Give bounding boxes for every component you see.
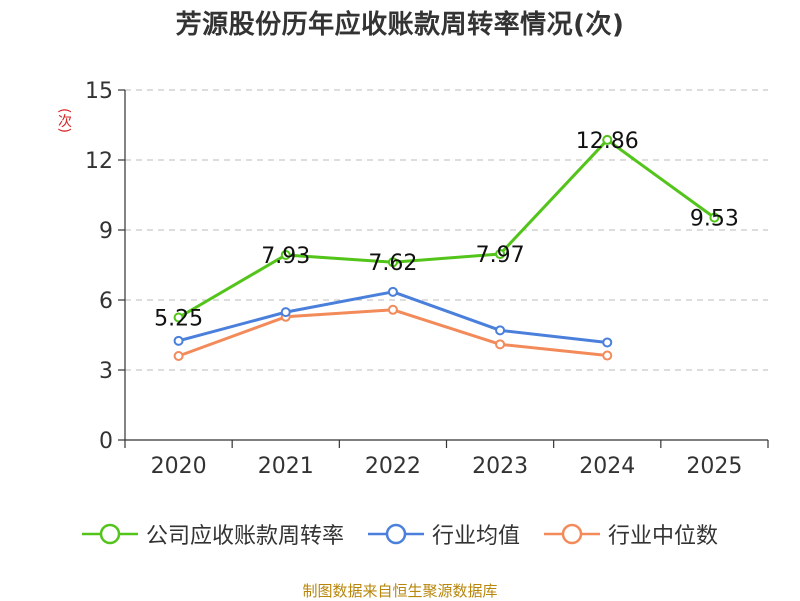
legend-label-company: 公司应收账款周转率 bbox=[145, 524, 344, 549]
data-label: 12.86 bbox=[576, 129, 639, 154]
data-source-note: 制图数据来自恒生聚源数据库 bbox=[302, 582, 498, 600]
data-label: 5.25 bbox=[154, 307, 203, 332]
y-tick-label: 3 bbox=[99, 359, 113, 384]
y-tick-label: 15 bbox=[85, 79, 113, 104]
data-point bbox=[280, 249, 291, 260]
x-tick-label: 2021 bbox=[258, 454, 314, 479]
legend-label-industry-mean: 行业均值 bbox=[431, 524, 520, 549]
x-tick-label: 2023 bbox=[472, 454, 528, 479]
series-1 bbox=[173, 286, 613, 348]
series-2 bbox=[173, 304, 613, 361]
series-line bbox=[177, 138, 716, 319]
line-chart: 0 3 6 9 12 15 2020 2021 2022 2023 2024 2025 5.25 7.93… bbox=[85, 79, 769, 479]
data-point bbox=[387, 257, 398, 268]
chart-title: 芳源股份历年应收账款周转率情况(次) bbox=[175, 10, 625, 40]
legend-label-industry-median: 行业中位数 bbox=[608, 524, 719, 549]
data-label: 7.62 bbox=[368, 251, 417, 276]
data-point bbox=[387, 304, 398, 315]
series-line bbox=[178, 308, 608, 358]
y-tick-label: 12 bbox=[85, 149, 113, 174]
data-point bbox=[280, 307, 291, 318]
y-tick-label: 0 bbox=[99, 429, 113, 454]
x-tick-label: 2022 bbox=[365, 454, 421, 479]
data-point bbox=[173, 335, 184, 346]
data-point bbox=[387, 286, 398, 297]
data-point bbox=[495, 249, 506, 260]
x-tick-label: 2024 bbox=[579, 454, 635, 479]
data-point bbox=[495, 325, 506, 336]
chart-legend: 公司应收账款周转率 行业均值 行业中位数 bbox=[0, 518, 800, 550]
data-label: 7.93 bbox=[261, 244, 310, 269]
series-0 bbox=[173, 134, 720, 323]
legend-item-industry-mean[interactable]: 行业均值 bbox=[367, 518, 520, 550]
x-tick-label: 2025 bbox=[686, 454, 742, 479]
data-point bbox=[173, 312, 184, 323]
legend-marker-company bbox=[81, 523, 138, 545]
legend-item-company[interactable]: 公司应收账款周转率 bbox=[81, 518, 344, 550]
data-point bbox=[173, 351, 184, 361]
y-axis-label: (次) bbox=[56, 108, 72, 133]
y-tick-label: 6 bbox=[99, 289, 113, 314]
data-point bbox=[709, 212, 720, 223]
data-point bbox=[602, 134, 613, 145]
data-label: 9.53 bbox=[690, 207, 739, 232]
series-line bbox=[178, 290, 608, 344]
data-point bbox=[602, 337, 613, 348]
x-tick-label: 2020 bbox=[151, 454, 207, 479]
legend-item-industry-median[interactable]: 行业中位数 bbox=[544, 518, 718, 550]
data-label: 7.97 bbox=[476, 243, 525, 268]
data-point bbox=[602, 350, 613, 361]
data-point bbox=[495, 339, 506, 350]
y-tick-label: 9 bbox=[99, 219, 113, 244]
legend-marker-industry-median bbox=[544, 523, 600, 545]
legend-marker-industry-mean bbox=[367, 523, 424, 545]
